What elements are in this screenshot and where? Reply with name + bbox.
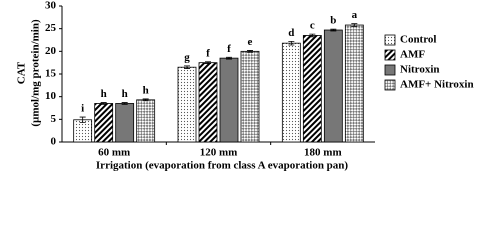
x-tick-label: 60 mm (98, 147, 130, 159)
y-axis-label: (µmol/mg protein/min) (30, 19, 42, 127)
page: {"chart_data": {"type": "bar", "y_label"… (15, 0, 474, 172)
chart: CAT (µmol/mg protein/min) Irrigation (ev… (16, 0, 474, 172)
y-tick-label: 10 (45, 90, 57, 102)
significance-letter: h (101, 88, 107, 100)
bar (240, 50, 260, 143)
y-tick-label: 25 (45, 22, 57, 34)
bar (344, 24, 364, 143)
y-axis-label: CAT (16, 61, 28, 84)
error-bar (288, 40, 295, 46)
significance-letter: f (206, 47, 210, 59)
bar (115, 103, 135, 143)
y-tick-label: 0 (51, 136, 57, 148)
y-tick-label: 5 (51, 113, 57, 125)
significance-letter: h (143, 84, 149, 96)
error-bar (247, 50, 253, 53)
bar (198, 62, 218, 143)
error-bar (79, 116, 86, 123)
bar (94, 103, 114, 143)
legend-label: Control (400, 34, 436, 46)
legend-label: Nitroxin (400, 64, 440, 76)
significance-letter: b (330, 15, 336, 27)
significance-letter: a (352, 9, 358, 21)
error-bar (309, 33, 316, 38)
bar (177, 66, 197, 143)
legend-swatch (384, 79, 396, 91)
x-axis-label: Irrigation (evaporation from class A eva… (96, 160, 349, 172)
y-tick-label: 30 (45, 0, 57, 12)
bar (323, 29, 343, 143)
bar (302, 35, 322, 143)
legend-label: AMF+ Nitroxin (400, 79, 474, 91)
bar (73, 119, 93, 143)
error-bar (205, 61, 211, 64)
error-bar (100, 102, 107, 105)
significance-letter: h (122, 88, 128, 100)
bar (219, 57, 239, 143)
significance-letter: g (184, 51, 190, 63)
x-tick-label: 120 mm (200, 147, 238, 159)
significance-letter: d (288, 27, 294, 39)
legend-swatch (384, 49, 396, 61)
bar (136, 99, 156, 143)
error-bar (330, 28, 337, 32)
legend-swatch (384, 34, 396, 46)
error-bar (142, 98, 149, 102)
error-bar (184, 65, 190, 69)
legend-label: AMF (400, 49, 425, 61)
significance-letter: e (248, 36, 253, 48)
legend-swatch (384, 64, 396, 76)
y-tick-label: 15 (45, 68, 57, 80)
error-bar (351, 23, 358, 27)
x-tick-label: 180 mm (304, 147, 342, 159)
significance-letter: f (227, 43, 231, 55)
bar (281, 42, 301, 143)
error-bar (121, 102, 128, 105)
y-tick-label: 20 (45, 45, 57, 57)
significance-letter: i (81, 103, 84, 115)
significance-letter: c (310, 20, 315, 32)
error-bar (226, 56, 232, 60)
